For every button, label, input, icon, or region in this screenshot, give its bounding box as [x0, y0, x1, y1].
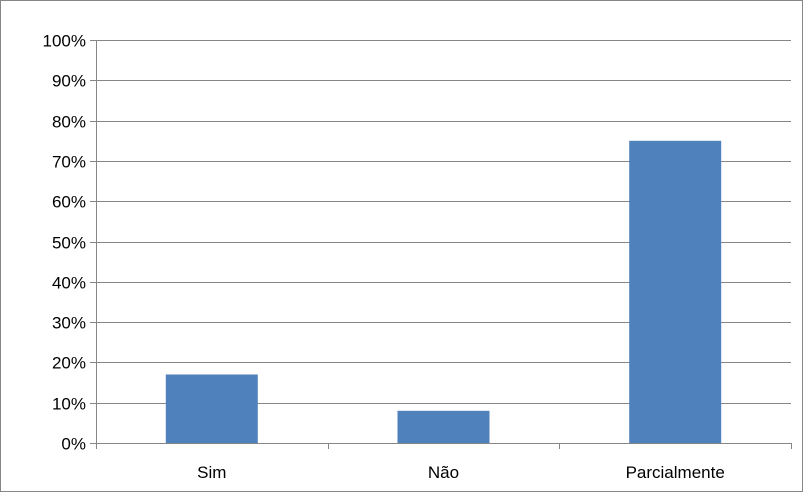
y-tick-label: 90%	[52, 72, 86, 91]
y-tick-label: 40%	[52, 274, 86, 293]
y-tick-label: 20%	[52, 354, 86, 373]
y-tick-label: 100%	[43, 32, 86, 51]
x-tick-label: Não	[428, 463, 459, 482]
y-tick-label: 0%	[61, 435, 86, 454]
bar-n-o	[397, 410, 490, 443]
bar-parcialmente	[629, 140, 722, 444]
axes	[90, 40, 792, 449]
bars	[165, 140, 722, 444]
bar-sim	[165, 374, 258, 443]
y-tick-label: 60%	[52, 193, 86, 212]
gridlines	[96, 40, 791, 404]
y-tick-label: 70%	[52, 153, 86, 172]
x-axis-tick-labels: Sim Não Parcialmente	[197, 463, 725, 482]
y-tick-label: 50%	[52, 234, 86, 253]
y-axis-tick-labels: 0% 10% 20% 30% 40% 50% 60% 70% 80% 90% 100%	[43, 32, 86, 454]
y-tick-label: 80%	[52, 113, 86, 132]
x-tick-label: Parcialmente	[626, 463, 725, 482]
y-tick-label: 30%	[52, 314, 86, 333]
y-tick-label: 10%	[52, 395, 86, 414]
x-tick-label: Sim	[197, 463, 226, 482]
